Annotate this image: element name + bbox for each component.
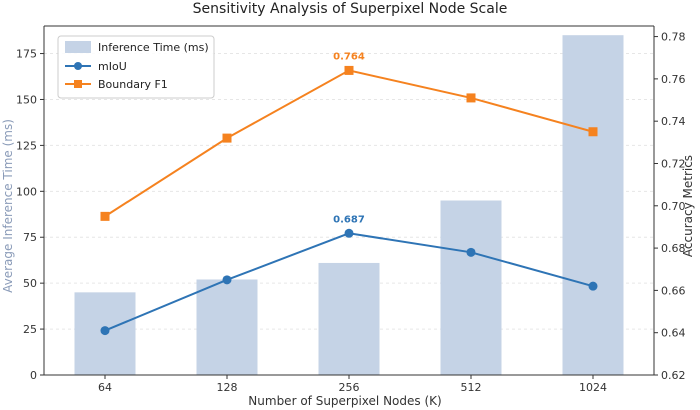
point-boundary-f1-64 — [100, 211, 110, 221]
chart-title: Sensitivity Analysis of Superpixel Node … — [193, 1, 508, 17]
point-miou-256 — [344, 228, 354, 238]
y-left-tick-label: 25 — [23, 323, 37, 336]
legend: Inference Time (ms) mIoU Boundary F1 — [57, 35, 215, 99]
y-right-tick-label: 0.68 — [661, 242, 686, 255]
bar-512 — [440, 200, 502, 375]
y-axis-left-label: Average Inference Time (ms) — [1, 119, 15, 293]
y-right-tick-label: 0.64 — [661, 327, 686, 340]
y-right-tick-label: 0.70 — [661, 200, 686, 213]
y-right-tick-label: 0.74 — [661, 115, 686, 128]
point-boundary-f1-1024 — [588, 127, 598, 137]
x-tick-label-256: 256 — [339, 381, 360, 394]
x-tick-label-1024: 1024 — [579, 381, 607, 394]
y-axis-right-label: Accuracy Metrics — [681, 155, 695, 257]
point-miou-1024 — [588, 281, 598, 291]
y-left-tick-label: 125 — [16, 139, 37, 152]
x-tick-label-64: 64 — [98, 381, 112, 394]
bar-layer — [74, 35, 624, 376]
annotation-boundary-f1: 0.764 — [333, 51, 365, 62]
x-tick-label-128: 128 — [217, 381, 238, 394]
y-left-tick-label: 100 — [16, 185, 37, 198]
y-left-tick-label: 150 — [16, 93, 37, 106]
y-left-tick-label: 50 — [23, 277, 37, 290]
annotation-miou: 0.687 — [333, 214, 365, 225]
y-right-tick-label: 0.78 — [661, 31, 686, 44]
bar-256 — [318, 262, 380, 375]
y-left-tick-label: 0 — [30, 369, 37, 382]
axis-layer: 0 25 50 75 100 125 150 175 0.62 0.64 0.66 0.68 0.70 0… — [16, 25, 686, 394]
line-layer: 0.687 0.764 — [100, 51, 598, 336]
legend-label-miou: mIoU — [98, 60, 127, 73]
x-tick-label-512: 512 — [461, 381, 482, 394]
y-left-tick-label: 175 — [16, 48, 37, 61]
point-boundary-f1-256 — [344, 65, 354, 75]
legend-label-boundary-f1: Boundary F1 — [98, 78, 168, 91]
point-miou-64 — [100, 326, 110, 336]
point-miou-128 — [222, 275, 232, 285]
x-axis-label: Number of Superpixel Nodes (K) — [248, 394, 441, 408]
legend-marker-miou — [74, 62, 82, 70]
legend-swatch-bars — [65, 41, 91, 53]
point-miou-512 — [466, 247, 476, 257]
bar-128 — [196, 279, 258, 375]
point-boundary-f1-512 — [466, 93, 476, 103]
legend-label-bars: Inference Time (ms) — [98, 41, 209, 54]
y-right-tick-label: 0.66 — [661, 284, 686, 297]
y-left-tick-label: 75 — [23, 231, 37, 244]
bar-1024 — [562, 35, 624, 376]
point-boundary-f1-128 — [222, 133, 232, 143]
legend-frame — [57, 35, 215, 99]
y-right-tick-label: 0.62 — [661, 369, 686, 382]
y-right-tick-label: 0.72 — [661, 157, 686, 170]
legend-marker-boundary-f1 — [74, 80, 82, 88]
y-right-tick-label: 0.76 — [661, 73, 686, 86]
